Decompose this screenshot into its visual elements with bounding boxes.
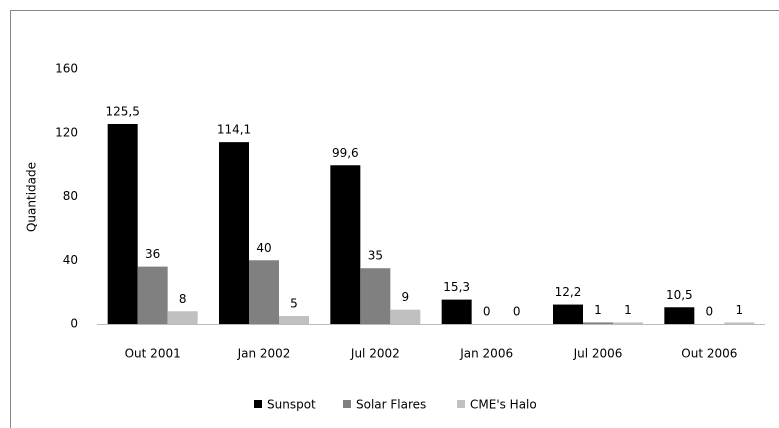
legend-label: Solar Flares [356, 398, 426, 412]
data-label: 0 [513, 305, 521, 319]
bar [360, 268, 391, 324]
x-tick-label: Out 2006 [681, 347, 737, 361]
x-tick-label: Jul 2002 [350, 347, 400, 361]
bar [219, 142, 249, 324]
data-label: 1 [594, 303, 602, 317]
bar [167, 311, 198, 324]
data-label: 9 [402, 290, 410, 304]
x-tick-label: Jul 2006 [573, 347, 623, 361]
bar [107, 123, 138, 324]
data-label: 15,3 [443, 280, 470, 294]
data-label: 35 [368, 249, 383, 263]
y-tick-label: 120 [55, 125, 78, 139]
bar [441, 299, 472, 324]
data-label: 0 [483, 305, 491, 319]
y-axis-label: Quantidade [25, 162, 39, 232]
bar [583, 322, 613, 324]
data-label: 0 [706, 305, 714, 319]
bar [249, 260, 279, 324]
x-tick-label: Jan 2006 [459, 347, 513, 361]
x-tick-label: Jan 2002 [237, 347, 291, 361]
y-tick-label: 160 [55, 62, 78, 76]
x-tick-label: Out 2001 [125, 347, 181, 361]
chart-frame [10, 10, 779, 428]
data-label: 1 [624, 303, 632, 317]
y-tick-label: 80 [63, 189, 78, 203]
bar [390, 309, 421, 324]
legend-swatch [457, 400, 465, 408]
legend-swatch [254, 400, 262, 408]
bar [553, 304, 583, 324]
data-label: 114,1 [217, 123, 251, 137]
legend-swatch [343, 400, 351, 408]
data-label: 36 [145, 247, 160, 261]
data-label: 5 [290, 297, 298, 311]
data-label: 1 [736, 303, 744, 317]
data-label: 125,5 [105, 104, 139, 118]
bar [724, 322, 755, 324]
data-label: 40 [256, 241, 271, 255]
data-label: 10,5 [666, 288, 693, 302]
legend-label: CME's Halo [470, 398, 537, 412]
y-tick-label: 40 [63, 253, 78, 267]
bar [279, 316, 309, 324]
data-label: 99,6 [332, 146, 359, 160]
bar [330, 165, 361, 324]
y-tick-label: 0 [70, 317, 78, 331]
bar [613, 322, 643, 324]
data-label: 12,2 [555, 285, 582, 299]
bar [137, 266, 168, 324]
data-label: 8 [179, 292, 187, 306]
legend-label: Sunspot [267, 398, 316, 412]
bar [664, 307, 695, 324]
